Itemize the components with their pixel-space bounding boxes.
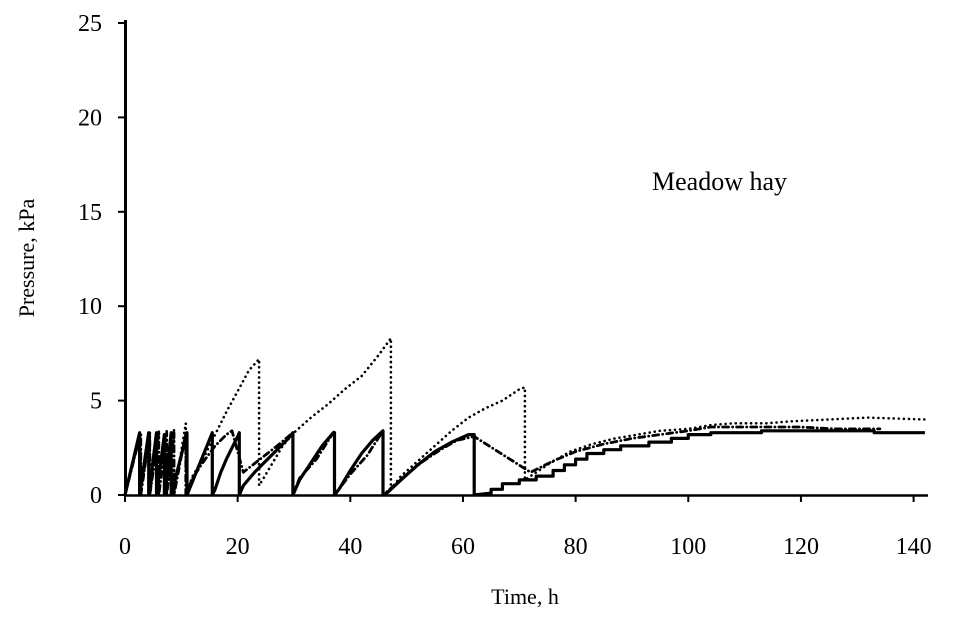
- series-line-dotted: [123, 336, 927, 497]
- x-tick-label: 100: [670, 534, 706, 560]
- x-tick-label: 120: [783, 534, 819, 560]
- axes: [124, 20, 928, 497]
- x-tick-label: 40: [338, 534, 362, 560]
- y-axis-title: Pressure, kPa: [14, 198, 39, 317]
- x-tick-label: 80: [564, 534, 588, 560]
- x-tick-label: 20: [226, 534, 250, 560]
- x-axis-title: Time, h: [491, 584, 559, 609]
- y-tick-label: 20: [78, 105, 102, 131]
- y-tick-label: 0: [90, 483, 102, 509]
- y-tick-label: 5: [90, 389, 102, 415]
- x-tick-label: 0: [119, 534, 131, 560]
- chart-annotation: Meadow hay: [652, 167, 787, 196]
- x-tick-label: 60: [451, 534, 475, 560]
- plot-series: [123, 336, 927, 497]
- x-tick-label: 140: [896, 534, 932, 560]
- y-tick-label: 25: [78, 11, 102, 37]
- series-line-dashdot: [123, 425, 882, 497]
- y-tick-label: 15: [78, 200, 102, 226]
- ticks: 0 20 40 60 80 100 120 140 0 5 10 15 20 25: [78, 11, 932, 560]
- y-tick-label: 10: [78, 294, 102, 320]
